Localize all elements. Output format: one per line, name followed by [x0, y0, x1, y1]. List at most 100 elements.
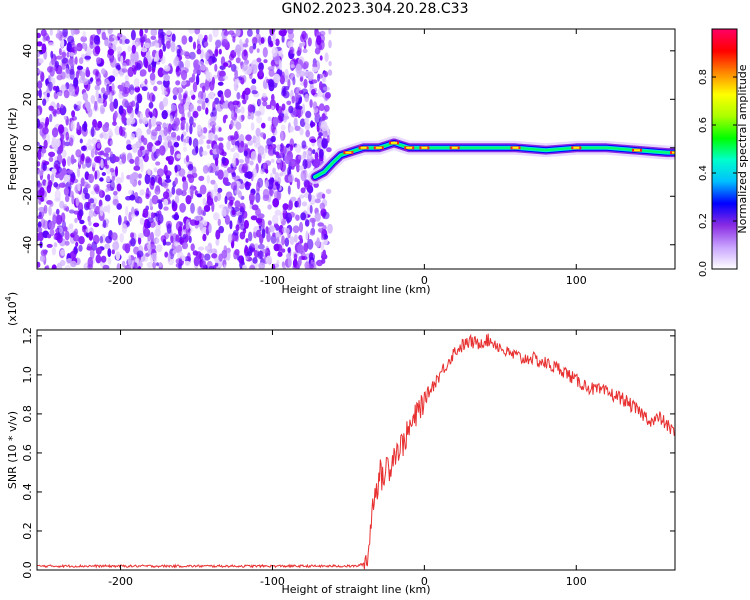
- noise-speck: [289, 144, 294, 152]
- colorbar: 0.0 0.2 0.4 0.6 0.8 Normalized spectral ampl…: [698, 28, 749, 277]
- noise-speck: [265, 104, 272, 110]
- noise-speck: [61, 57, 68, 64]
- noise-speck: [60, 249, 66, 256]
- noise-speck: [235, 133, 240, 140]
- noise-speck: [151, 194, 159, 205]
- noise-speck: [304, 117, 309, 124]
- noise-speck: [54, 60, 60, 69]
- noise-speck: [221, 156, 226, 164]
- noise-speck: [230, 135, 235, 141]
- noise-speck: [170, 41, 176, 53]
- noise-speck: [214, 195, 218, 203]
- noise-speck: [230, 119, 234, 129]
- noise-speck: [181, 35, 188, 45]
- noise-speck: [55, 214, 63, 225]
- noise-speck: [150, 212, 155, 219]
- noise-speck: [235, 57, 241, 64]
- noise-speck: [170, 131, 177, 138]
- noise-speck: [136, 250, 144, 258]
- noise-speck: [127, 45, 132, 52]
- noise-speck: [298, 256, 302, 267]
- noise-speck: [172, 94, 177, 101]
- noise-speck: [175, 80, 181, 86]
- noise-speck: [180, 99, 185, 106]
- noise-speck: [85, 66, 90, 78]
- noise-speck: [195, 66, 202, 75]
- noise-speck: [46, 92, 50, 98]
- noise-speck: [200, 260, 207, 269]
- noise-speck: [73, 103, 78, 110]
- noise-speck: [188, 29, 195, 34]
- noise-speck: [37, 90, 40, 97]
- noise-speck: [121, 113, 126, 124]
- x-tick-label: -200: [108, 274, 133, 287]
- noise-speck: [139, 112, 144, 120]
- noise-speck: [200, 64, 206, 71]
- noise-speck: [205, 70, 210, 81]
- noise-speck: [289, 236, 295, 245]
- noise-speck: [213, 212, 220, 221]
- noise-speck: [139, 29, 144, 37]
- noise-speck: [175, 67, 182, 76]
- noise-speck: [262, 162, 267, 169]
- noise-speck: [218, 48, 222, 55]
- noise-speck: [92, 119, 98, 128]
- noise-speck: [287, 256, 292, 268]
- noise-speck: [101, 31, 107, 41]
- noise-speck: [192, 81, 198, 93]
- noise-speck: [176, 153, 182, 159]
- noise-speck: [263, 59, 268, 64]
- noise-speck: [241, 114, 245, 121]
- noise-speck: [108, 37, 115, 42]
- noise-speck: [88, 231, 94, 241]
- noise-speck: [151, 145, 157, 153]
- spectrogram-y-ticks: -40 -20 0 20 40: [21, 44, 675, 254]
- noise-speck: [175, 244, 183, 254]
- noise-speck: [284, 155, 290, 165]
- noise-speck: [238, 159, 245, 164]
- noise-speck: [230, 63, 237, 72]
- noise-speck: [51, 173, 55, 183]
- noise-speck: [182, 50, 186, 55]
- noise-speck: [238, 146, 242, 152]
- noise-speck: [317, 73, 320, 82]
- noise-speck: [277, 115, 283, 124]
- noise-speck: [95, 70, 99, 77]
- noise-speck: [242, 62, 248, 71]
- x-tick-label: 100: [566, 575, 587, 588]
- snr-exponent-base: (x10: [6, 301, 19, 326]
- noise-speck: [202, 127, 208, 134]
- noise-speck: [139, 146, 145, 151]
- noise-speck: [60, 212, 66, 222]
- noise-speck: [271, 143, 277, 150]
- noise-speck: [37, 149, 42, 161]
- noise-speck: [301, 201, 308, 207]
- noise-speck: [113, 156, 120, 163]
- noise-speck: [104, 39, 109, 47]
- ridge-hotspot-core: [345, 151, 352, 154]
- x-tick-label: -100: [260, 274, 285, 287]
- noise-speck: [278, 30, 282, 36]
- noise-speck: [210, 248, 218, 254]
- noise-speck: [255, 192, 261, 203]
- snr-frame: [36, 329, 676, 571]
- noise-speck: [230, 110, 235, 118]
- noise-speck: [91, 162, 96, 168]
- noise-speck: [204, 253, 211, 261]
- noise-speck: [150, 254, 154, 263]
- noise-speck: [183, 93, 188, 99]
- noise-speck: [199, 184, 207, 195]
- noise-speck: [160, 31, 166, 37]
- noise-speck: [300, 170, 307, 182]
- noise-speck: [70, 260, 77, 268]
- noise-speck: [174, 164, 182, 172]
- noise-speck: [54, 197, 61, 202]
- noise-speck: [130, 237, 136, 247]
- noise-speck: [284, 237, 290, 247]
- noise-speck: [267, 179, 274, 190]
- noise-speck: [267, 35, 272, 46]
- noise-speck: [176, 87, 184, 94]
- noise-speck: [268, 225, 275, 233]
- noise-speck: [83, 121, 88, 132]
